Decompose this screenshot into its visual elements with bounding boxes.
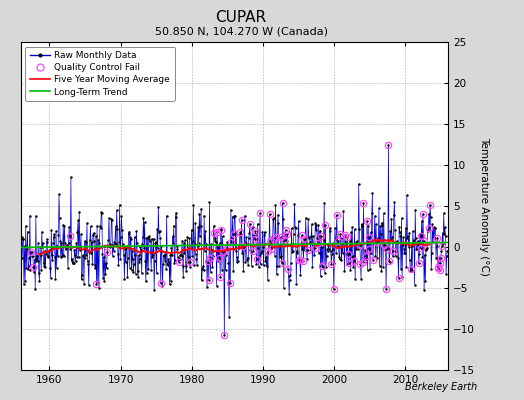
Text: 50.850 N, 104.270 W (Canada): 50.850 N, 104.270 W (Canada) [155,26,328,36]
Text: CUPAR: CUPAR [215,10,267,25]
Y-axis label: Temperature Anomaly (°C): Temperature Anomaly (°C) [479,136,489,276]
Legend: Raw Monthly Data, Quality Control Fail, Five Year Moving Average, Long-Term Tren: Raw Monthly Data, Quality Control Fail, … [26,46,174,101]
Text: Berkeley Earth: Berkeley Earth [405,382,477,392]
